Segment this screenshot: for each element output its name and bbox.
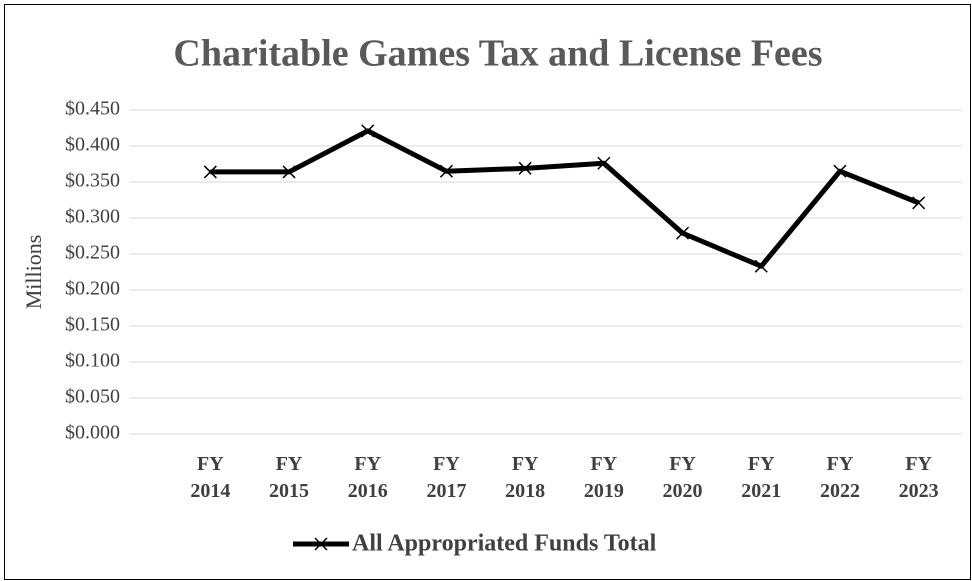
point-marker [282,165,296,179]
x-tick-label: FY 2021 [741,453,781,502]
y-tick-label: $0.250 [65,242,120,264]
legend-marker [314,537,328,551]
point-marker [518,161,532,175]
y-tick-label: $0.050 [65,386,120,408]
x-tick-label: FY 2022 [820,453,860,502]
y-tick-label: $0.100 [65,350,120,372]
y-tick-label: $0.350 [65,170,120,192]
y-tick-label: $0.000 [65,422,120,444]
chart-title: Charitable Games Tax and License Fees [173,33,822,75]
x-tick-label: FY 2018 [505,453,545,502]
x-tick-label: FY 2014 [190,453,230,502]
point-marker [439,164,453,178]
x-tick-label: FY 2019 [584,453,624,502]
line [210,128,920,269]
y-tick-label: $0.150 [65,314,120,336]
x-tick-label: FY 2020 [663,453,703,502]
y-tick-label: $0.450 [65,98,120,120]
point-marker [833,164,847,178]
x-tick-label: FY 2023 [899,453,939,502]
y-axis-label: Millions [21,235,46,310]
y-tick-label: $0.200 [65,278,120,300]
point-marker [676,226,690,240]
point-marker [754,259,768,273]
point-marker [912,196,926,210]
y-tick-label: $0.300 [65,206,120,228]
legend-label: All Appropriated Funds Total [352,531,657,557]
y-tick-label: $0.400 [65,134,120,156]
x-tick-label: FY 2016 [348,453,388,502]
point-marker [597,156,611,170]
x-tick-label: FY 2017 [426,453,466,502]
x-tick-label: FY 2015 [269,453,309,502]
point-marker [203,165,217,179]
chart-border [4,4,971,580]
point-marker [361,124,375,138]
